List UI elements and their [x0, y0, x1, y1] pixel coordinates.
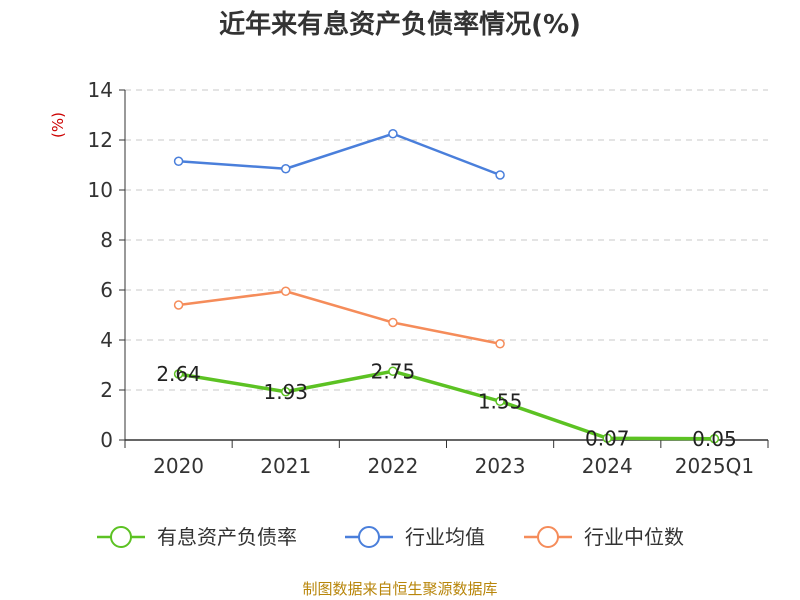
- data-point[interactable]: [173, 369, 184, 379]
- axes: 0 2 4 6 8 10 12 14 2020 2021 2022 2023 2024 2025Q1: [88, 78, 769, 478]
- legend-marker: [110, 526, 132, 548]
- legend-marker: [537, 526, 559, 548]
- data-point[interactable]: [281, 387, 291, 397]
- data-label: 2.75: [371, 359, 416, 383]
- data-point[interactable]: [281, 164, 291, 174]
- y-tick-label: 4: [100, 328, 113, 352]
- data-point[interactable]: [495, 396, 505, 406]
- legend-label: 行业均值: [405, 525, 485, 549]
- data-labels: 2.64 1.93 2.75 1.55 0.07 0.05: [156, 359, 736, 451]
- data-point[interactable]: [495, 170, 505, 180]
- data-point[interactable]: [173, 156, 184, 166]
- chart-title: 近年来有息资产负债率情况(%): [219, 9, 581, 40]
- series-layer: [173, 129, 720, 444]
- series-line: [178, 132, 501, 177]
- series-2: [173, 286, 505, 349]
- series-0: [173, 366, 720, 444]
- series-line: [178, 290, 501, 345]
- source-note: 制图数据来自恒生聚源数据库: [302, 580, 497, 598]
- y-tick-label: 10: [88, 178, 113, 202]
- legend-label: 行业中位数: [584, 525, 684, 549]
- legend-item[interactable]: 有息资产负债率: [97, 525, 297, 549]
- y-tick-label: 0: [100, 428, 113, 452]
- data-point[interactable]: [709, 434, 720, 444]
- x-tick-label: 2025Q1: [675, 454, 754, 478]
- data-label: 0.07: [585, 426, 630, 450]
- legend-label: 有息资产负债率: [157, 525, 297, 549]
- y-tick-label: 14: [88, 78, 113, 102]
- series-line: [178, 369, 715, 441]
- data-label: 2.64: [156, 362, 201, 386]
- y-tick-label: 2: [100, 378, 113, 402]
- data-point[interactable]: [388, 129, 398, 139]
- data-point[interactable]: [602, 433, 612, 443]
- legend-item[interactable]: 行业中位数: [524, 525, 684, 549]
- x-tick-label: 2020: [153, 454, 204, 478]
- data-point[interactable]: [388, 317, 398, 328]
- x-tick-label: 2022: [367, 454, 418, 478]
- y-tick-label: 12: [88, 128, 113, 152]
- data-label: 1.55: [478, 389, 523, 413]
- data-point[interactable]: [495, 339, 505, 349]
- x-tick-label: 2023: [475, 454, 526, 478]
- x-tick-label: 2021: [260, 454, 311, 478]
- data-point[interactable]: [281, 286, 291, 296]
- data-point[interactable]: [388, 366, 398, 376]
- data-label: 1.93: [263, 380, 308, 404]
- legend-item[interactable]: 行业均值: [345, 525, 485, 549]
- legend: 有息资产负债率 行业均值 行业中位数: [97, 525, 684, 549]
- data-label: 0.05: [692, 427, 737, 451]
- y-tick-label: 6: [100, 278, 113, 302]
- legend-marker: [358, 526, 380, 548]
- data-point[interactable]: [173, 300, 184, 310]
- grid-lines: [125, 89, 768, 391]
- y-axis-unit-label: (%): [49, 112, 67, 138]
- x-tick-label: 2024: [582, 454, 633, 478]
- y-tick-label: 8: [100, 228, 113, 252]
- series-1: [173, 129, 505, 180]
